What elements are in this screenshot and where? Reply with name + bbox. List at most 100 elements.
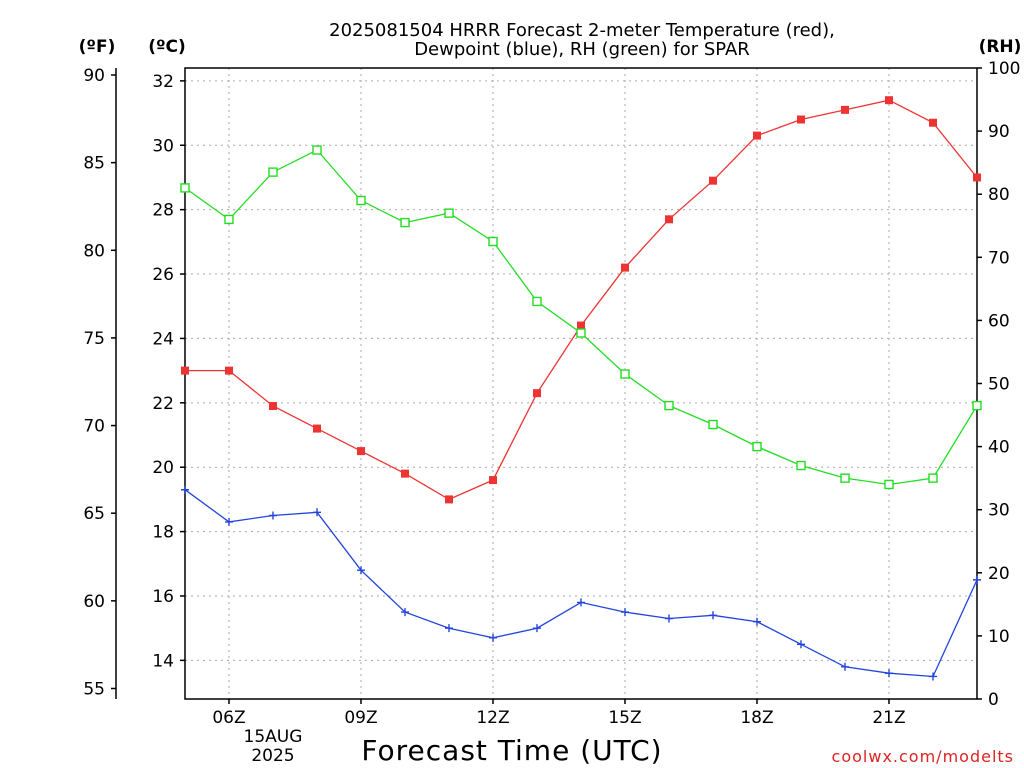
fahrenheit-tick-label-2: 65: [83, 504, 105, 524]
dewpoint-point-5: [401, 608, 409, 617]
fahrenheit-tick-label-7: 90: [83, 66, 105, 86]
rh-point-5: [400, 217, 410, 228]
dewpoint-point-15: [841, 662, 849, 671]
dewpoint-point-8: [533, 624, 541, 633]
temperature-point-3: [313, 424, 321, 433]
celsius-unit-label: (ºC): [148, 37, 186, 57]
dewpoint-point-9: [577, 598, 585, 607]
rh-tick-label-3: 30: [988, 501, 1010, 521]
credit-link[interactable]: coolwx.com/modelts: [832, 747, 1014, 766]
temperature-point-18: [973, 173, 981, 182]
fahrenheit-tick-label-6: 85: [83, 154, 105, 174]
dewpoint-point-10: [621, 608, 629, 617]
dewpoint-point-4: [357, 566, 365, 575]
temperature-point-16: [885, 96, 893, 105]
celsius-tick-label-6: 26: [152, 265, 174, 285]
x-tick-label-3: 15Z: [608, 708, 641, 728]
rh-point-0: [180, 183, 190, 193]
fahrenheit-tick-label-1: 60: [83, 592, 105, 612]
celsius-tick-label-0: 14: [152, 651, 174, 671]
fahrenheit-tick-label-4: 75: [83, 329, 105, 349]
fahrenheit-tick-label-5: 80: [83, 241, 105, 261]
dewpoint-point-2: [269, 511, 277, 520]
chart-title: 2025081504 HRRR Forecast 2-meter Tempera…: [329, 20, 835, 60]
temperature-point-4: [357, 447, 365, 456]
rh-point-15: [840, 473, 850, 483]
x-date-label-day: 15AUG: [244, 727, 303, 747]
rh-point-7: [488, 236, 498, 247]
dewpoint-point-11: [665, 614, 673, 623]
dewpoint-point-1: [225, 517, 233, 526]
rh-tick-label-2: 20: [988, 564, 1010, 584]
rh-tick-label-4: 40: [988, 438, 1010, 458]
grid-lines: [185, 68, 977, 699]
temperature-point-8: [533, 389, 541, 398]
rh-tick-label-9: 90: [988, 122, 1010, 142]
celsius-tick-label-1: 16: [152, 587, 174, 607]
x-date-label-year: 2025: [251, 746, 294, 766]
dewpoint-point-18: [973, 575, 981, 584]
temperature-point-13: [753, 131, 761, 140]
dewpoint-series: [181, 485, 981, 681]
rh-tick-label-10: 100: [988, 59, 1020, 79]
rh-tick-label-5: 50: [988, 375, 1010, 395]
dewpoint-point-17: [929, 672, 937, 681]
temperature-point-5: [401, 469, 409, 478]
x-tick-label-1: 09Z: [344, 708, 377, 728]
rh-point-11: [664, 400, 674, 411]
x-tick-label-5: 21Z: [872, 708, 905, 728]
temperature-point-0: [181, 366, 189, 375]
rh-point-1: [224, 214, 234, 225]
rh-point-13: [752, 441, 762, 452]
temperature-point-7: [489, 476, 497, 485]
rh-point-14: [796, 460, 806, 471]
rh-line: [184, 149, 978, 486]
rh-series: [180, 145, 982, 490]
temperature-point-17: [929, 118, 937, 127]
x-tick-label-4: 18Z: [740, 708, 773, 728]
celsius-tick-label-7: 28: [152, 201, 174, 221]
dewpoint-point-6: [445, 624, 453, 633]
chart-title-line-2: Dewpoint (blue), RH (green) for SPAR: [414, 39, 750, 60]
rh-point-8: [532, 296, 542, 307]
temperature-point-14: [797, 115, 805, 124]
rh-point-17: [928, 473, 938, 483]
celsius-tick-label-4: 22: [152, 394, 174, 414]
dewpoint-point-13: [753, 617, 761, 626]
x-tick-label-0: 06Z: [212, 708, 245, 728]
dewpoint-point-14: [797, 640, 805, 649]
celsius-tick-label-8: 30: [152, 136, 174, 156]
rh-point-10: [620, 369, 630, 379]
rh-tick-label-6: 60: [988, 311, 1010, 331]
fahrenheit-tick-label-3: 70: [83, 417, 105, 437]
rh-tick-label-0: 0: [988, 690, 999, 710]
x-axis-label: Forecast Time (UTC): [361, 734, 662, 767]
temperature-series: [181, 96, 981, 504]
rh-tick-label-7: 70: [988, 248, 1010, 268]
x-tick-label-2: 12Z: [476, 708, 509, 728]
rh-point-6: [444, 208, 454, 218]
temperature-point-11: [665, 215, 673, 224]
rh-point-2: [268, 167, 278, 177]
axes: 55 60 65 70 75 80 85 90 14 16 18 20 22 24 26 28 30 32 0 10 2…: [83, 59, 1020, 728]
celsius-tick-label-9: 32: [152, 72, 174, 92]
temperature-point-10: [621, 263, 629, 272]
series-lines: [180, 96, 982, 681]
temperature-point-6: [445, 495, 453, 504]
temperature-point-12: [709, 176, 717, 185]
rh-point-12: [708, 419, 718, 430]
chart-title-line-1: 2025081504 HRRR Forecast 2-meter Tempera…: [329, 20, 835, 41]
fahrenheit-unit-label: (ºF): [79, 37, 116, 57]
dewpoint-point-16: [885, 669, 893, 678]
rh-unit-label: (RH): [979, 37, 1022, 57]
temperature-line: [185, 99, 978, 501]
dewpoint-point-0: [181, 485, 189, 494]
dewpoint-point-3: [313, 508, 321, 517]
rh-point-4: [356, 195, 366, 206]
temperature-point-9: [577, 321, 585, 330]
fahrenheit-tick-label-0: 55: [83, 679, 105, 699]
rh-tick-label-1: 10: [988, 627, 1010, 647]
temperature-point-1: [225, 366, 233, 375]
celsius-tick-label-5: 24: [152, 329, 174, 349]
